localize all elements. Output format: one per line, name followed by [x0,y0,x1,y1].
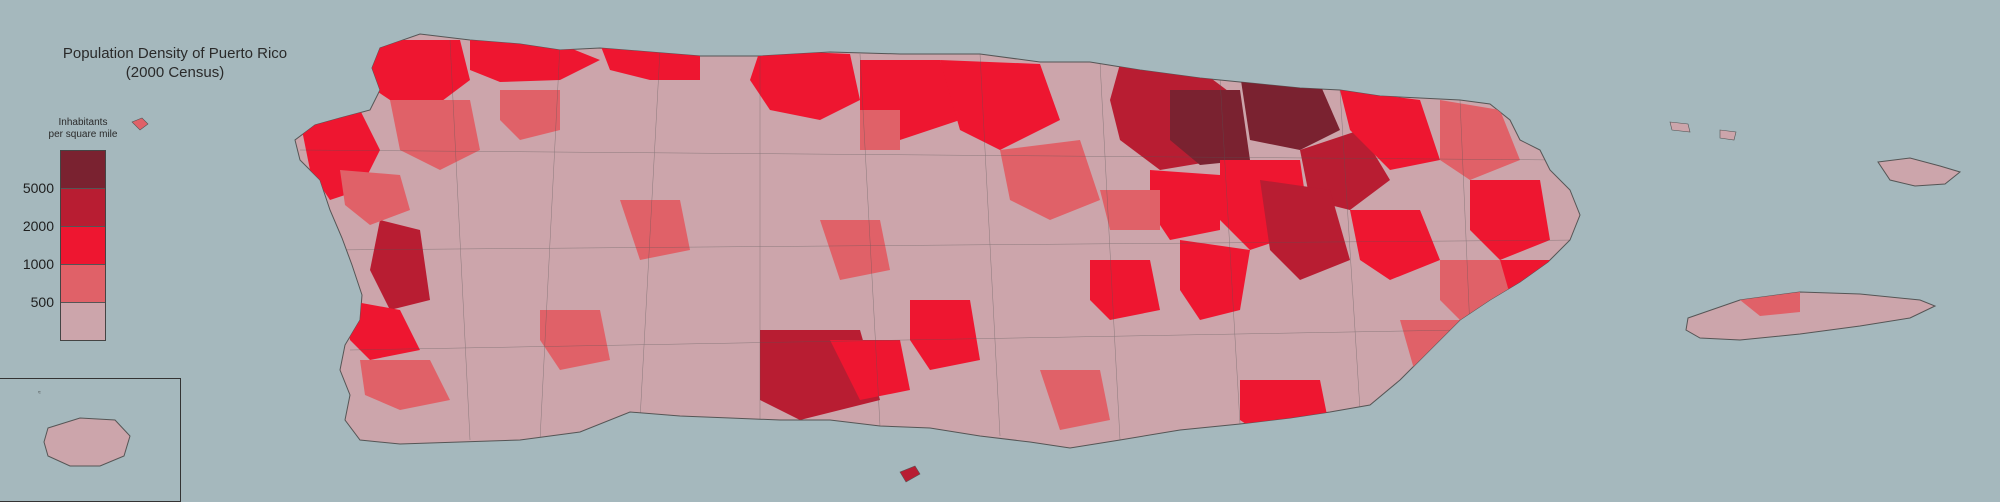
border-line [329,239,1580,251]
region-ne-2 [1590,130,1660,180]
title-line-1: Population Density of Puerto Rico [62,45,288,62]
region-nc-1 [750,50,860,120]
border-line [859,53,881,427]
region-metro-5 [1340,90,1440,170]
region-metro-9 [1350,210,1440,280]
legend-title: Inhabitants per square mile [38,117,128,141]
border-line [1099,61,1121,441]
region-c-5 [820,220,890,280]
legend-tick-500: 500 [30,294,54,310]
region-nc-5 [1000,140,1100,220]
border-line [299,149,1561,161]
region-nw-2 [470,40,600,82]
region-ne-1 [1440,100,1520,180]
border-line [539,43,561,441]
region-w-3 [340,170,410,225]
region-metro-2 [1170,90,1250,165]
region-s-2 [830,340,910,400]
region-s-4 [540,310,610,370]
desecheo-island [131,117,149,131]
region-c-2 [1090,260,1160,320]
municipal-borders [299,39,1580,441]
region-nc-3 [860,110,900,150]
region-c-3 [1100,190,1160,230]
region-c-4 [620,200,690,260]
border-line [979,53,1001,437]
region-nw-5 [500,90,560,140]
legend-swatch-lowest [61,303,105,340]
vieques-region [1740,292,1800,316]
region-metro-7 [1260,180,1350,280]
border-line [639,49,661,421]
region-sw-1 [360,360,450,410]
caja-de-muertos-island [899,465,921,483]
region-w-2 [370,220,430,310]
region-c-1 [1180,240,1250,320]
legend-swatch-low [61,265,105,303]
title-line-2: (2000 Census) [125,64,225,81]
islet [1669,121,1691,133]
legend-title-line-2: per square mile [48,129,118,140]
legend-tick-1000: 1000 [22,256,54,272]
legend-swatch-highest [61,151,105,189]
legend-swatch-mid [61,227,105,265]
region-metro-8 [1150,170,1220,240]
map-title: Population Density of Puerto Rico (2000 … [20,44,330,82]
legend-tick-5000: 5000 [22,180,54,196]
legend-swatches [60,150,106,341]
culebra-island [1877,157,1962,187]
region-e-1 [1470,180,1550,260]
region-nw-1 [360,40,470,110]
legend-tick-2000: 2000 [22,218,54,234]
region-nw-4 [390,100,480,170]
legend-title-line-1: Inhabitants [58,117,108,128]
mona-inset-frame [0,378,181,502]
legend-swatch-high [61,189,105,227]
border-line [449,39,471,441]
region-s-3 [910,300,980,370]
region-e-3 [1500,260,1570,330]
vieques-island [1685,291,1937,341]
mona-island [43,417,131,467]
inset-tiny-label: ≈ [38,390,41,396]
border-line [1459,99,1471,331]
region-nc-4 [940,60,1060,150]
region-s-5 [1040,370,1110,430]
border-line [349,329,1461,351]
border-line [1219,77,1241,425]
region-w-4 [345,300,420,360]
region-s-6 [1240,380,1330,440]
border-line [1339,89,1361,411]
region-metro-3 [1240,74,1340,150]
density-regions [300,40,1660,440]
islet [1719,129,1737,141]
